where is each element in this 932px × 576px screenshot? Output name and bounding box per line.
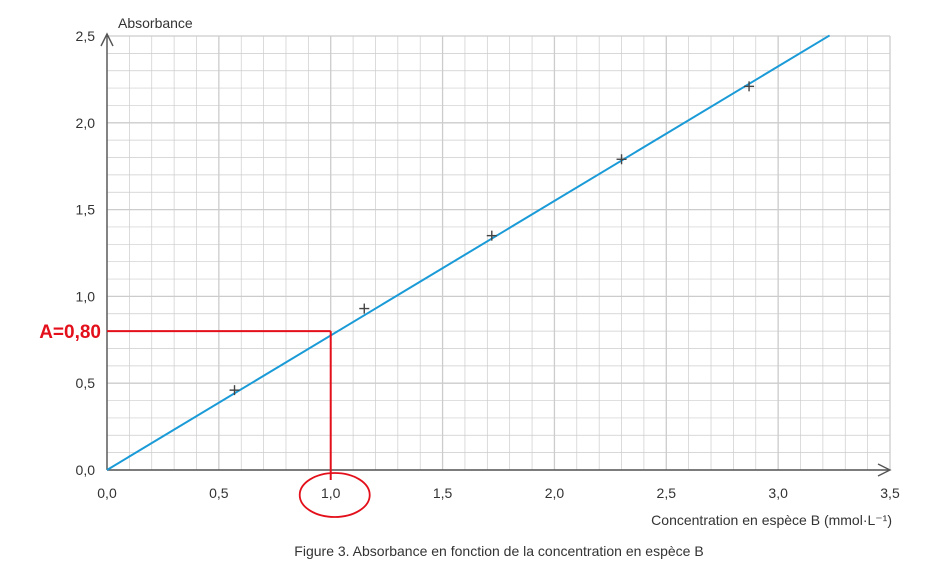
x-tick-label: 2,0 (545, 485, 565, 501)
annotation-label: A=0,80 (39, 322, 101, 343)
y-axis-arrow (100, 32, 114, 47)
grid (106, 35, 891, 471)
tick-labels: 0,0 0,5 1,0 1,5 2,0 2,5 3,0 3,5 0,0 0,5 1,0 1,5 2,0 2… (76, 28, 900, 501)
y-axis-label: Absorbance (118, 15, 193, 31)
x-tick-label: 3,5 (880, 485, 900, 501)
axes (100, 32, 892, 477)
y-tick-label: 0,5 (76, 375, 96, 391)
x-axis-arrow (877, 463, 892, 477)
data-point (359, 303, 370, 314)
x-tick-label: 0,5 (209, 485, 229, 501)
annotation-ellipse (298, 472, 371, 518)
data-point (616, 154, 627, 165)
y-tick-label: 0,0 (76, 462, 96, 478)
y-tick-label: 1,0 (76, 288, 96, 304)
annotation: A=0,80 (39, 322, 371, 518)
x-tick-label: 2,5 (657, 485, 677, 501)
x-axis-label: Concentration en espèce B (mmol·L⁻¹) (651, 512, 892, 528)
data-point (229, 385, 240, 396)
x-tick-label: 0,0 (97, 485, 117, 501)
x-tick-label: 1,5 (433, 485, 453, 501)
fit-line (106, 34, 831, 471)
y-tick-label: 1,5 (76, 202, 96, 218)
data-points (229, 81, 755, 396)
x-tick-label: 1,0 (321, 485, 341, 501)
y-tick-label: 2,5 (76, 28, 96, 44)
fit-line-group (106, 34, 831, 471)
data-point (486, 230, 497, 241)
data-point (744, 81, 755, 92)
figure-caption: Figure 3. Absorbance en fonction de la c… (294, 543, 703, 559)
y-tick-label: 2,0 (76, 115, 96, 131)
x-tick-label: 3,0 (768, 485, 788, 501)
